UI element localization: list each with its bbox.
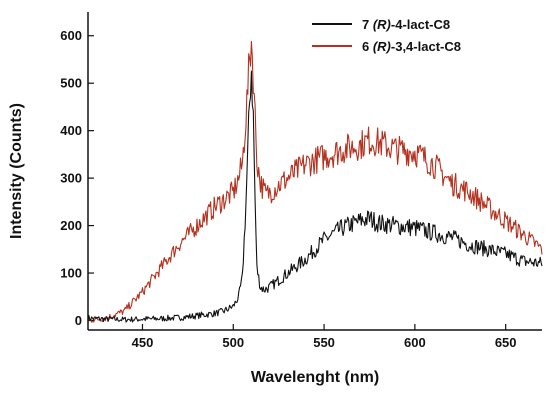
- x-tick-label: 600: [404, 335, 426, 350]
- x-axis-title: Wavelenght (nm): [251, 369, 379, 386]
- x-tick-label: 500: [222, 335, 244, 350]
- series-layer: [87, 40, 543, 323]
- y-tick-label: 0: [75, 313, 82, 328]
- legend-label-1: 7 (R)-4-lact-C8: [362, 17, 450, 32]
- y-tick-label: 300: [60, 171, 82, 186]
- x-axis-ticks: 450 500 550 600 650: [132, 324, 517, 350]
- y-axis-title: Intensity (Counts): [8, 103, 25, 239]
- y-axis-ticks: 0 100 200 300 400 500 600: [60, 28, 94, 328]
- x-tick-label: 650: [495, 335, 517, 350]
- series-line-2: [87, 40, 543, 323]
- legend: 7 (R)-4-lact-C8 6 (R)-3,4-lact-C8: [312, 17, 461, 54]
- series-line-1: [87, 70, 543, 323]
- plot-area: 450 500 550 600 650 0 100 200 300 400 500 600: [60, 12, 543, 350]
- x-tick-label: 550: [313, 335, 335, 350]
- x-tick-label: 450: [132, 335, 154, 350]
- legend-label-2: 6 (R)-3,4-lact-C8: [362, 39, 461, 54]
- y-tick-label: 600: [60, 28, 82, 43]
- y-tick-label: 100: [60, 266, 82, 281]
- y-tick-label: 500: [60, 76, 82, 91]
- y-tick-label: 400: [60, 123, 82, 138]
- y-tick-label: 200: [60, 218, 82, 233]
